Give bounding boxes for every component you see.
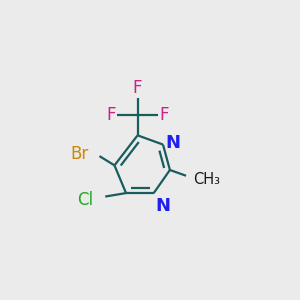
Text: Cl: Cl (78, 191, 94, 209)
Text: N: N (156, 197, 171, 215)
Text: F: F (133, 79, 142, 97)
Text: F: F (160, 106, 169, 124)
Text: N: N (165, 134, 180, 152)
Text: Br: Br (71, 145, 89, 163)
Text: F: F (106, 106, 116, 124)
Text: CH₃: CH₃ (193, 172, 220, 187)
